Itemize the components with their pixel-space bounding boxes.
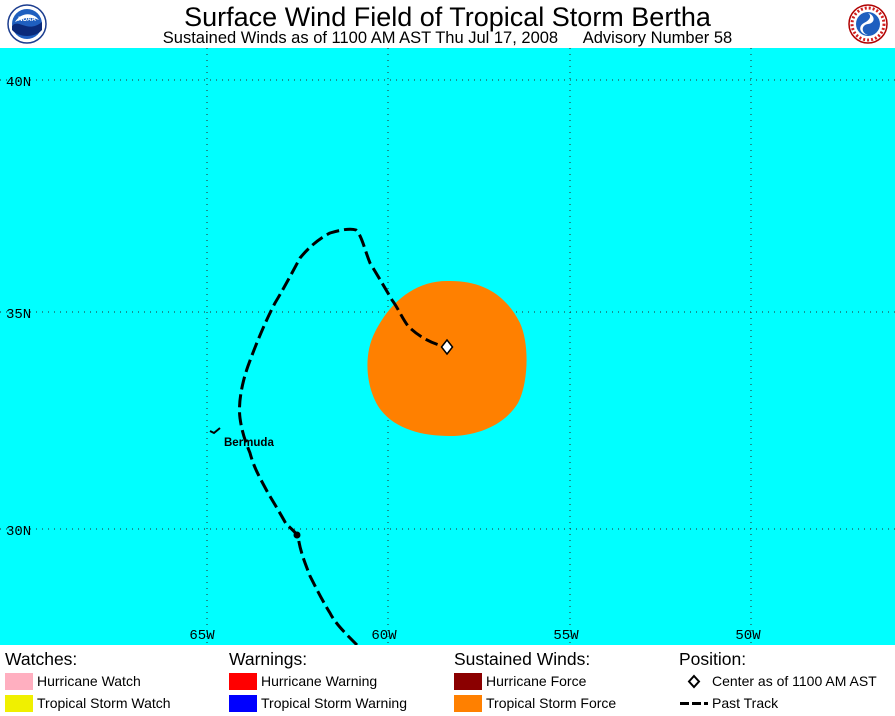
lat-label-40n: 40N <box>6 75 31 91</box>
map-title: Surface Wind Field of Tropical Storm Ber… <box>184 2 711 32</box>
lon-label-65w: 65W <box>189 628 215 644</box>
tropical-storm-watch-swatch <box>5 694 33 712</box>
hurricane-watch-swatch <box>5 672 33 690</box>
tropical-storm-force-swatch <box>454 694 482 712</box>
legend-label: Hurricane Watch <box>37 673 141 689</box>
advisory-number-label: Advisory Number 58 <box>582 29 733 47</box>
lon-label-55w: 55W <box>553 628 579 644</box>
legend-label: Past Track <box>712 695 779 711</box>
hurricane-warning-swatch <box>229 672 257 690</box>
legend-item-tropical-storm-watch: Tropical Storm Watch <box>5 692 171 714</box>
track-point <box>293 531 301 539</box>
legend-position: Position: Center as of 1100 AM AST Past … <box>679 649 877 714</box>
legend-heading-winds: Sustained Winds: <box>454 649 591 669</box>
past-track-fragment <box>209 427 221 435</box>
legend-item-tropical-storm-force: Tropical Storm Force <box>454 692 616 714</box>
legend-heading-position: Position: <box>679 649 747 669</box>
svg-text:NOAA: NOAA <box>18 17 36 23</box>
lat-label-30n: 30N <box>6 524 31 540</box>
lon-label-50w: 50W <box>735 628 761 644</box>
dashed-line-icon <box>679 695 709 712</box>
legend-item-center: Center as of 1100 AM AST <box>679 670 877 692</box>
lat-label-35n: 35N <box>6 307 31 323</box>
map-subtitle: Sustained Winds as of 1100 AM AST Thu Ju… <box>0 29 895 47</box>
storm-map: Bermuda 40N 35N 30N 65W 60W 55W 50W <box>0 48 895 645</box>
tropical-storm-warning-swatch <box>229 694 257 712</box>
noaa-logo: NOAA <box>7 4 47 44</box>
legend-label: Center as of 1100 AM AST <box>712 673 877 689</box>
legend-watches: Watches: Hurricane Watch Tropical Storm … <box>5 649 171 714</box>
legend-item-hurricane-force: Hurricane Force <box>454 670 616 692</box>
legend-item-hurricane-warning: Hurricane Warning <box>229 670 407 692</box>
legend-label: Hurricane Warning <box>261 673 378 689</box>
map-legend: Watches: Hurricane Watch Tropical Storm … <box>0 645 895 716</box>
diamond-icon <box>679 673 709 690</box>
legend-item-hurricane-watch: Hurricane Watch <box>5 670 171 692</box>
valid-time-label: Sustained Winds as of 1100 AM AST Thu Ju… <box>162 29 559 47</box>
legend-label: Tropical Storm Watch <box>37 695 171 711</box>
legend-item-tropical-storm-warning: Tropical Storm Warning <box>229 692 407 714</box>
storm-center-diamond-icon[interactable] <box>440 338 454 356</box>
legend-label: Hurricane Force <box>486 673 587 689</box>
legend-label: Tropical Storm Warning <box>261 695 408 711</box>
legend-heading-warnings: Warnings: <box>229 649 308 669</box>
legend-sustained-winds: Sustained Winds: Hurricane Force Tropica… <box>454 649 616 714</box>
legend-item-past-track: Past Track <box>679 692 877 714</box>
legend-label: Tropical Storm Force <box>486 695 617 711</box>
lon-label-60w: 60W <box>371 628 397 644</box>
hurricane-force-swatch <box>454 672 482 690</box>
legend-heading-watches: Watches: <box>5 649 78 669</box>
place-label-bermuda: Bermuda <box>224 437 274 449</box>
tropical-storm-wind-field <box>367 280 527 436</box>
past-track-line <box>238 227 447 645</box>
legend-warnings: Warnings: Hurricane Warning Tropical Sto… <box>229 649 407 714</box>
nws-logo <box>848 4 888 44</box>
